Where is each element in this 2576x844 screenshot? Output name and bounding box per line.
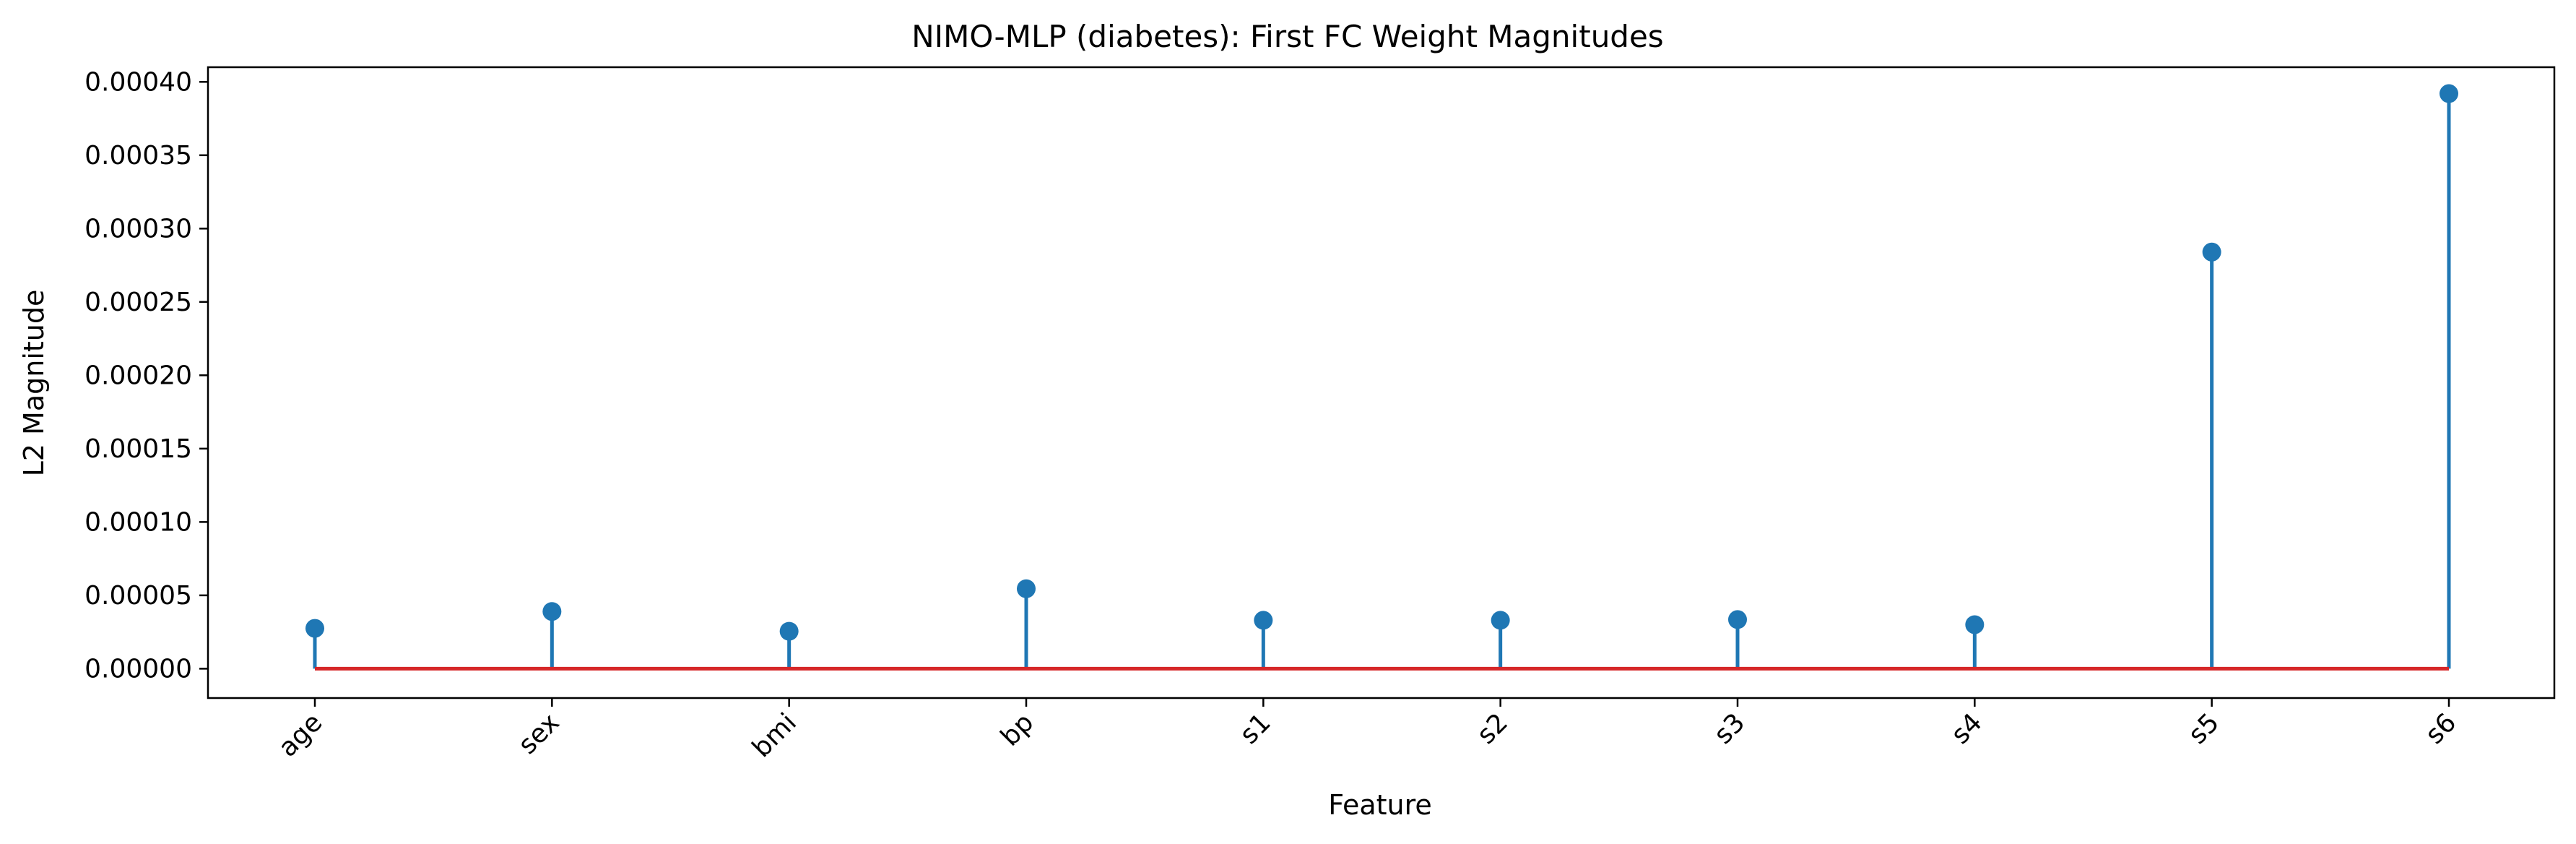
stem-marker (1254, 611, 1273, 630)
y-tick-label: 0.00020 (84, 361, 192, 390)
stem-marker (305, 619, 324, 638)
stem-marker (1017, 579, 1036, 598)
stem-marker (1728, 610, 1747, 629)
y-tick-label: 0.00010 (84, 507, 192, 537)
stem-marker (1491, 611, 1510, 630)
y-tick-label: 0.00015 (84, 434, 192, 464)
y-tick-label: 0.00030 (84, 214, 192, 244)
stem-marker (542, 602, 562, 621)
y-axis-label: L2 Magnitude (18, 290, 50, 477)
chart-title: NIMO-MLP (diabetes): First FC Weight Mag… (911, 19, 1663, 54)
stem-marker (1965, 615, 1985, 634)
x-axis-label: Feature (1328, 789, 1432, 821)
y-tick-label: 0.00040 (84, 67, 192, 97)
stem-marker (2440, 84, 2458, 103)
y-tick-label: 0.00005 (84, 581, 192, 611)
stem-marker (2202, 242, 2221, 262)
stem-marker (779, 621, 799, 641)
y-tick-label: 0.00000 (84, 654, 192, 684)
y-tick-label: 0.00025 (84, 288, 192, 317)
plot-frame (207, 66, 2556, 699)
y-tick-label: 0.00035 (84, 141, 192, 171)
